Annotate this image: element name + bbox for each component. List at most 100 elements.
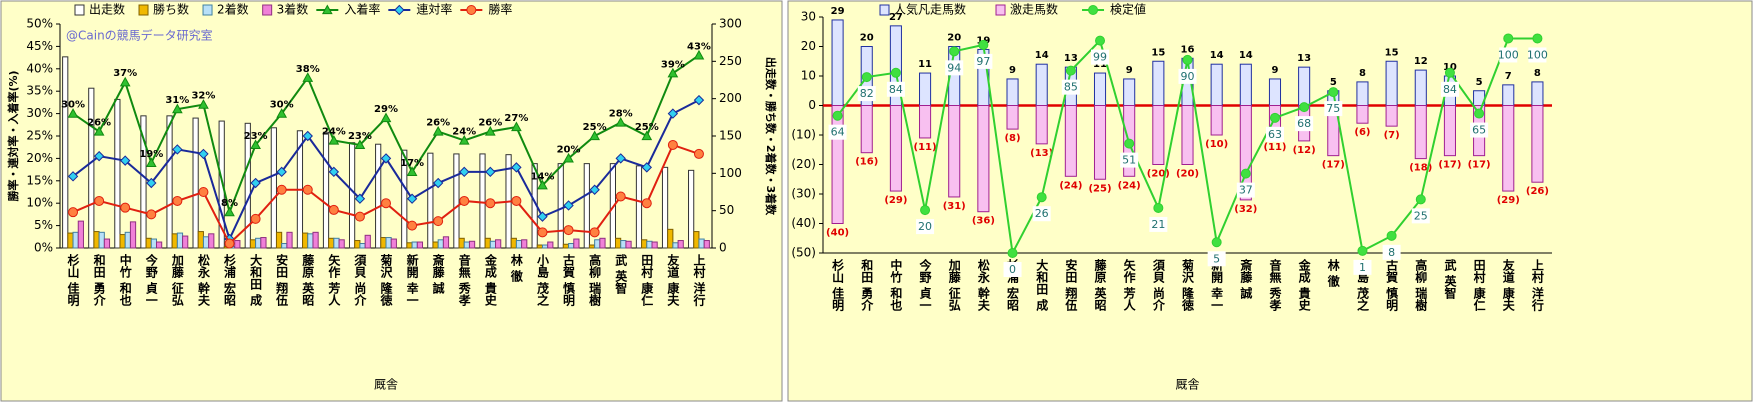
point — [302, 184, 313, 195]
point — [511, 121, 522, 132]
point — [250, 139, 261, 150]
data-label: 13 — [1297, 53, 1311, 64]
panel — [787, 0, 1753, 402]
bar — [599, 237, 606, 249]
bar — [401, 149, 408, 249]
data-label: (36) — [972, 216, 995, 227]
y-tick-label: 30% — [26, 106, 53, 120]
bar — [98, 231, 105, 249]
x-tick-label: 高柳 瑞樹 — [1414, 258, 1428, 312]
bar — [1414, 69, 1427, 106]
data-label: 23% — [244, 131, 268, 142]
bar — [677, 240, 684, 249]
y-tick-label: 45% — [26, 39, 53, 53]
data-label: 10 — [1443, 62, 1457, 73]
point — [1357, 245, 1368, 256]
panel — [0, 0, 783, 402]
legend-label: 人気凡走馬数 — [894, 2, 966, 17]
x-tick-label: 安田 翔伍 — [1064, 258, 1078, 312]
point — [1211, 237, 1222, 248]
x-tick-label: 斎藤 誠 — [431, 253, 445, 295]
x-tick-label: 武 英智 — [1443, 258, 1457, 300]
bar — [1210, 63, 1223, 106]
bar — [375, 143, 382, 249]
point — [615, 191, 626, 202]
x-tick-label: 中竹 和也 — [118, 253, 132, 307]
bar — [1006, 78, 1019, 106]
point — [641, 162, 653, 173]
y2-tick-label: 50 — [719, 203, 734, 217]
label-box — [828, 124, 847, 140]
y-tick-label: 35% — [26, 84, 53, 98]
y2-tick-label: 0 — [719, 241, 727, 255]
legend-swatch — [202, 4, 213, 16]
point — [589, 130, 600, 141]
data-label: (24) — [1059, 180, 1082, 191]
y-tick-label: 20 — [801, 39, 816, 53]
bar — [155, 241, 163, 249]
legend-label: 入着率 — [344, 2, 380, 17]
data-label: (29) — [884, 195, 907, 206]
label-box — [916, 219, 935, 235]
x-tick-label: 杉山 佳明 — [66, 253, 80, 307]
y-tick-label: 30 — [801, 10, 816, 24]
x-tick-label: 音無 秀孝 — [1268, 258, 1282, 312]
bar — [442, 236, 450, 249]
data-label: (20) — [1147, 169, 1170, 180]
legend-label: 2着数 — [217, 2, 249, 17]
point — [302, 72, 314, 82]
point — [250, 177, 261, 189]
bar — [119, 234, 126, 249]
point — [1299, 102, 1310, 113]
data-label: 38% — [296, 64, 320, 75]
data-label: 5 — [1476, 77, 1483, 88]
data-label: 14 — [1239, 50, 1253, 61]
point — [198, 99, 209, 109]
bar — [536, 244, 543, 249]
bar — [275, 231, 283, 249]
point — [224, 206, 235, 217]
y-tick-label: 20% — [26, 151, 53, 165]
data-label: 28% — [609, 109, 633, 120]
bar — [1385, 60, 1398, 106]
x-tick-label: 大和田 成 — [1035, 258, 1049, 312]
point — [328, 204, 339, 215]
point — [380, 112, 392, 123]
bar — [698, 238, 705, 249]
data-label: 82 — [860, 87, 874, 100]
point — [172, 103, 183, 114]
data-label: (10) — [1205, 139, 1228, 150]
bar — [260, 237, 267, 249]
bar — [583, 163, 590, 249]
point — [861, 72, 872, 83]
y-tick-label: 0% — [34, 241, 53, 255]
bar — [557, 163, 564, 249]
point — [146, 177, 157, 189]
x-tick-label: 林 徹 — [509, 253, 523, 283]
bar — [688, 169, 695, 249]
bar — [322, 131, 330, 249]
data-label: 20 — [860, 33, 874, 44]
point — [328, 166, 340, 178]
point — [537, 179, 548, 190]
data-label: 1 — [1359, 261, 1366, 274]
point — [1444, 67, 1455, 78]
data-label: 94 — [947, 61, 961, 74]
x-tick-label: 加藤 征弘 — [947, 258, 961, 312]
y-tick-label: (50) — [791, 246, 816, 260]
bar — [286, 231, 293, 249]
y2-tick-label: 100 — [719, 166, 742, 180]
legend-label: 勝率 — [488, 2, 512, 17]
data-label: 8% — [221, 198, 238, 209]
point — [119, 76, 131, 87]
x-tick-label: 新開 幸一 — [1210, 258, 1224, 312]
bar — [453, 153, 460, 249]
y-tick-label: 15% — [26, 173, 53, 187]
data-label: 27% — [504, 113, 528, 124]
bar — [348, 142, 356, 249]
x-tick-label: 友道 康夫 — [1501, 258, 1515, 312]
bar — [919, 105, 932, 139]
data-label: 90 — [1181, 70, 1195, 83]
bar — [479, 153, 486, 249]
